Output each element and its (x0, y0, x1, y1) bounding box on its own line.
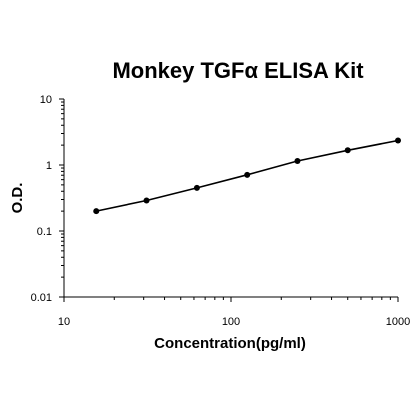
y-tick-label: 1 (46, 160, 52, 172)
x-tick-label: 1000 (386, 316, 410, 328)
data-point (93, 208, 100, 215)
plot-area (93, 137, 401, 215)
tick-group: 10 100 1000 0.01 0.1 1 10 (31, 94, 411, 328)
data-point (143, 197, 150, 204)
data-point (344, 147, 351, 154)
data-point (193, 184, 200, 191)
x-tick-label: 100 (222, 316, 240, 328)
data-point (395, 137, 401, 144)
data-point (244, 171, 251, 178)
y-tick-label: 0.1 (37, 226, 52, 238)
y-tick-label: 10 (40, 94, 52, 106)
x-tick-label: 10 (58, 316, 70, 328)
y-tick-label: 0.01 (31, 292, 52, 304)
chart-title: Monkey TGFα ELISA Kit (112, 58, 364, 83)
data-point (294, 157, 301, 164)
axes (63, 99, 398, 298)
y-axis-label: O.D. (9, 183, 26, 214)
x-axis-label: Concentration(pg/ml) (154, 335, 306, 352)
